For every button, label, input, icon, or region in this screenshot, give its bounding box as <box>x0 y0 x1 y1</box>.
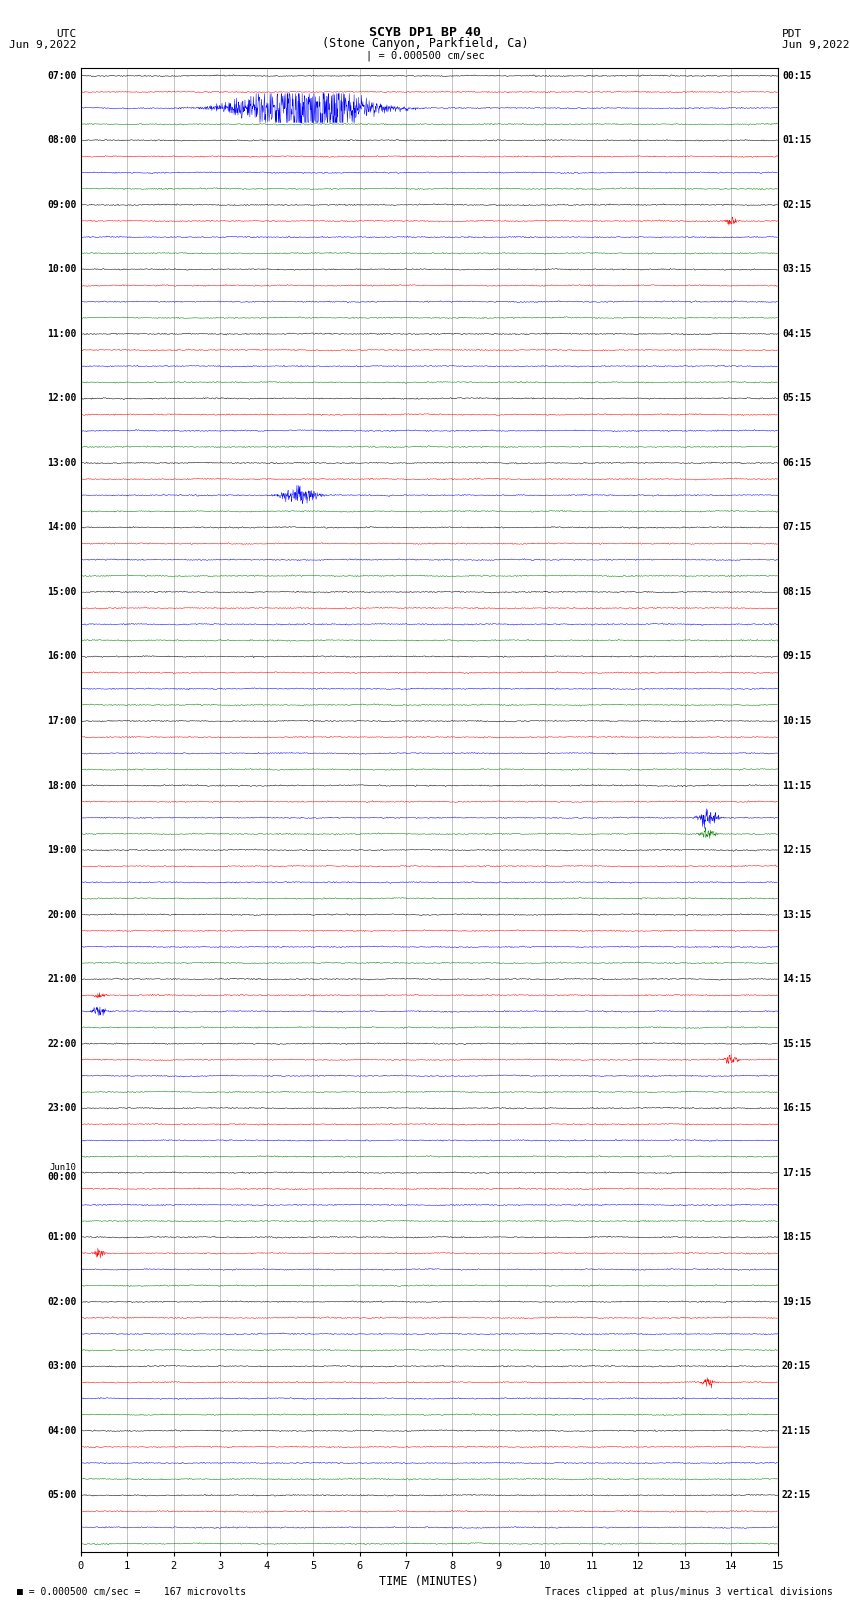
Text: Traces clipped at plus/minus 3 vertical divisions: Traces clipped at plus/minus 3 vertical … <box>545 1587 833 1597</box>
Text: UTC: UTC <box>56 29 76 39</box>
Text: 13:00: 13:00 <box>47 458 76 468</box>
Text: 02:00: 02:00 <box>47 1297 76 1307</box>
Text: 18:00: 18:00 <box>47 781 76 790</box>
Text: 15:00: 15:00 <box>47 587 76 597</box>
Text: 00:15: 00:15 <box>782 71 812 81</box>
Text: | = 0.000500 cm/sec: | = 0.000500 cm/sec <box>366 50 484 61</box>
Text: 05:15: 05:15 <box>782 394 812 403</box>
Text: 19:00: 19:00 <box>47 845 76 855</box>
Text: 14:15: 14:15 <box>782 974 812 984</box>
Text: 22:00: 22:00 <box>47 1039 76 1048</box>
Text: 01:00: 01:00 <box>47 1232 76 1242</box>
Text: 11:15: 11:15 <box>782 781 812 790</box>
Text: 14:00: 14:00 <box>47 523 76 532</box>
Text: 12:15: 12:15 <box>782 845 812 855</box>
Text: Jun10: Jun10 <box>49 1163 76 1173</box>
Text: 17:00: 17:00 <box>47 716 76 726</box>
Text: 04:00: 04:00 <box>47 1426 76 1436</box>
Text: 13:15: 13:15 <box>782 910 812 919</box>
Text: 08:00: 08:00 <box>47 135 76 145</box>
Text: 23:00: 23:00 <box>47 1103 76 1113</box>
Text: 16:00: 16:00 <box>47 652 76 661</box>
Text: ■ = 0.000500 cm/sec =    167 microvolts: ■ = 0.000500 cm/sec = 167 microvolts <box>17 1587 246 1597</box>
Text: 09:00: 09:00 <box>47 200 76 210</box>
X-axis label: TIME (MINUTES): TIME (MINUTES) <box>379 1574 479 1587</box>
Text: PDT: PDT <box>782 29 802 39</box>
Text: 08:15: 08:15 <box>782 587 812 597</box>
Text: SCYB DP1 BP 40: SCYB DP1 BP 40 <box>369 26 481 39</box>
Text: 07:15: 07:15 <box>782 523 812 532</box>
Text: 17:15: 17:15 <box>782 1168 812 1177</box>
Text: 20:15: 20:15 <box>782 1361 812 1371</box>
Text: 20:00: 20:00 <box>47 910 76 919</box>
Text: 00:00: 00:00 <box>47 1173 76 1182</box>
Text: 18:15: 18:15 <box>782 1232 812 1242</box>
Text: 22:15: 22:15 <box>782 1490 812 1500</box>
Text: 04:15: 04:15 <box>782 329 812 339</box>
Text: 19:15: 19:15 <box>782 1297 812 1307</box>
Text: 15:15: 15:15 <box>782 1039 812 1048</box>
Text: 07:00: 07:00 <box>47 71 76 81</box>
Text: 21:00: 21:00 <box>47 974 76 984</box>
Text: 10:15: 10:15 <box>782 716 812 726</box>
Text: (Stone Canyon, Parkfield, Ca): (Stone Canyon, Parkfield, Ca) <box>321 37 529 50</box>
Text: 09:15: 09:15 <box>782 652 812 661</box>
Text: 21:15: 21:15 <box>782 1426 812 1436</box>
Text: 10:00: 10:00 <box>47 265 76 274</box>
Text: Jun 9,2022: Jun 9,2022 <box>9 40 76 50</box>
Text: Jun 9,2022: Jun 9,2022 <box>782 40 849 50</box>
Text: 01:15: 01:15 <box>782 135 812 145</box>
Text: 11:00: 11:00 <box>47 329 76 339</box>
Text: 02:15: 02:15 <box>782 200 812 210</box>
Text: 03:00: 03:00 <box>47 1361 76 1371</box>
Text: 03:15: 03:15 <box>782 265 812 274</box>
Text: 12:00: 12:00 <box>47 394 76 403</box>
Text: 05:00: 05:00 <box>47 1490 76 1500</box>
Text: 06:15: 06:15 <box>782 458 812 468</box>
Text: 16:15: 16:15 <box>782 1103 812 1113</box>
